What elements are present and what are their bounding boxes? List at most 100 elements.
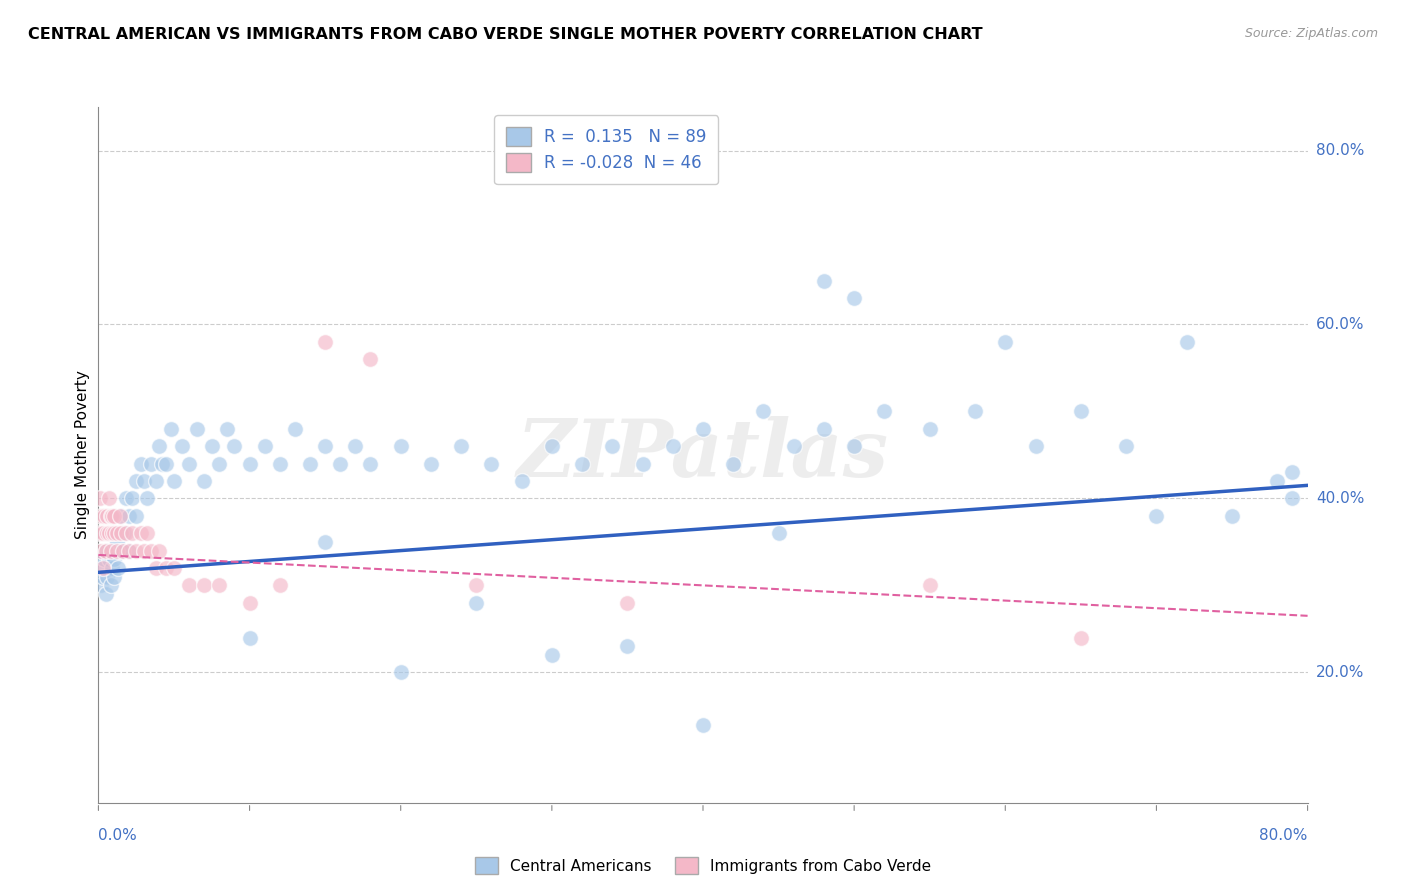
Point bbox=[145, 474, 167, 488]
Point bbox=[150, 457, 173, 471]
Point bbox=[193, 474, 215, 488]
Point bbox=[918, 578, 941, 592]
Point bbox=[101, 508, 124, 523]
Point bbox=[170, 439, 193, 453]
Point bbox=[103, 570, 125, 584]
Point bbox=[114, 491, 136, 506]
Point bbox=[118, 508, 141, 523]
Point bbox=[314, 334, 336, 349]
Point bbox=[389, 665, 412, 680]
Point bbox=[148, 543, 170, 558]
Point bbox=[450, 439, 472, 453]
Point bbox=[114, 526, 136, 541]
Point bbox=[510, 474, 533, 488]
Point bbox=[129, 526, 152, 541]
Point bbox=[94, 587, 117, 601]
Point bbox=[540, 648, 562, 662]
Point bbox=[91, 570, 114, 584]
Point bbox=[163, 474, 186, 488]
Point bbox=[111, 543, 134, 558]
Point bbox=[329, 457, 352, 471]
Point bbox=[91, 526, 114, 541]
Point bbox=[132, 543, 155, 558]
Point bbox=[103, 526, 125, 541]
Point bbox=[1144, 508, 1167, 523]
Point bbox=[314, 534, 336, 549]
Point bbox=[768, 526, 790, 541]
Point bbox=[121, 526, 143, 541]
Legend: R =  0.135   N = 89, R = -0.028  N = 46: R = 0.135 N = 89, R = -0.028 N = 46 bbox=[495, 115, 718, 184]
Point bbox=[721, 457, 744, 471]
Point bbox=[540, 439, 562, 453]
Point bbox=[419, 457, 441, 471]
Point bbox=[465, 578, 488, 592]
Point bbox=[100, 578, 122, 592]
Point bbox=[96, 570, 118, 584]
Point bbox=[90, 543, 112, 558]
Point bbox=[1070, 631, 1092, 645]
Point bbox=[631, 457, 654, 471]
Point bbox=[98, 491, 121, 506]
Point bbox=[752, 404, 775, 418]
Point bbox=[208, 457, 231, 471]
Point bbox=[239, 596, 262, 610]
Point bbox=[148, 439, 170, 453]
Point bbox=[100, 508, 122, 523]
Point bbox=[186, 422, 208, 436]
Point bbox=[96, 526, 118, 541]
Point bbox=[98, 552, 121, 566]
Point bbox=[1070, 404, 1092, 418]
Point bbox=[110, 526, 132, 541]
Point bbox=[93, 508, 115, 523]
Point bbox=[121, 491, 143, 506]
Point bbox=[177, 578, 201, 592]
Point bbox=[105, 543, 128, 558]
Point bbox=[101, 561, 124, 575]
Point bbox=[1115, 439, 1137, 453]
Point bbox=[141, 457, 163, 471]
Point bbox=[110, 508, 132, 523]
Point bbox=[89, 561, 111, 575]
Point bbox=[661, 439, 683, 453]
Point bbox=[100, 543, 122, 558]
Point bbox=[284, 422, 307, 436]
Point bbox=[239, 631, 262, 645]
Point bbox=[101, 526, 124, 541]
Point bbox=[465, 596, 488, 610]
Point bbox=[360, 457, 382, 471]
Point bbox=[103, 552, 125, 566]
Point bbox=[1024, 439, 1046, 453]
Text: 80.0%: 80.0% bbox=[1316, 143, 1364, 158]
Point bbox=[360, 352, 382, 367]
Point bbox=[616, 639, 638, 653]
Point bbox=[125, 543, 148, 558]
Text: 20.0%: 20.0% bbox=[1316, 665, 1364, 680]
Point bbox=[813, 422, 835, 436]
Point bbox=[93, 552, 115, 566]
Point bbox=[602, 439, 624, 453]
Point bbox=[782, 439, 804, 453]
Text: Source: ZipAtlas.com: Source: ZipAtlas.com bbox=[1244, 27, 1378, 40]
Point bbox=[1265, 474, 1288, 488]
Point bbox=[344, 439, 367, 453]
Point bbox=[155, 457, 177, 471]
Point bbox=[89, 526, 111, 541]
Point bbox=[201, 439, 224, 453]
Point bbox=[105, 526, 128, 541]
Point bbox=[1281, 491, 1303, 506]
Text: ZIPatlas: ZIPatlas bbox=[517, 417, 889, 493]
Point bbox=[94, 543, 117, 558]
Point bbox=[918, 422, 941, 436]
Point bbox=[160, 422, 183, 436]
Point bbox=[96, 508, 118, 523]
Point bbox=[253, 439, 276, 453]
Point bbox=[141, 543, 163, 558]
Point bbox=[90, 578, 112, 592]
Point bbox=[118, 543, 141, 558]
Text: 60.0%: 60.0% bbox=[1316, 317, 1364, 332]
Point bbox=[208, 578, 231, 592]
Point bbox=[844, 291, 866, 305]
Point bbox=[94, 543, 117, 558]
Point bbox=[389, 439, 412, 453]
Point bbox=[89, 491, 111, 506]
